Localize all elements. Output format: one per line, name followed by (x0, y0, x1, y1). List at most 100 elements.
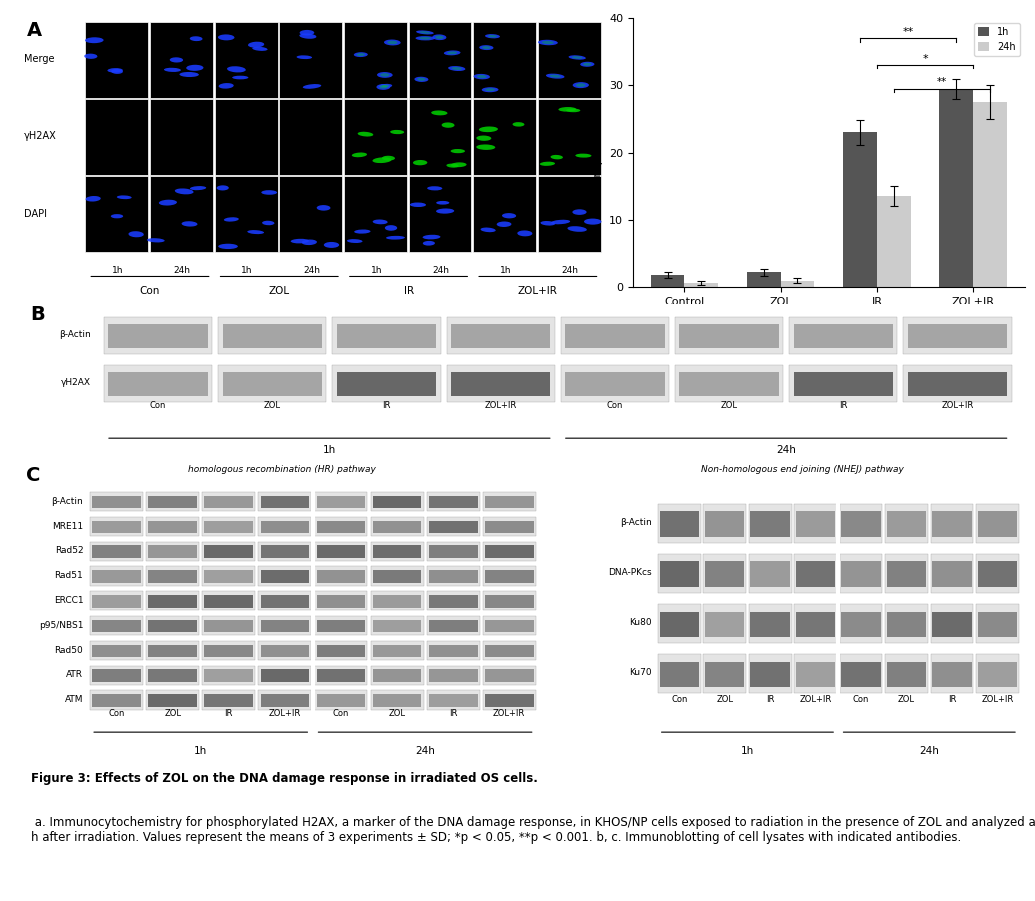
Bar (747, 272, 780, 287)
Text: Con: Con (150, 401, 167, 410)
Ellipse shape (387, 41, 397, 44)
Ellipse shape (354, 230, 371, 233)
FancyBboxPatch shape (473, 99, 536, 175)
FancyBboxPatch shape (371, 492, 423, 511)
FancyBboxPatch shape (473, 176, 536, 252)
FancyBboxPatch shape (482, 542, 536, 561)
FancyBboxPatch shape (218, 316, 326, 354)
FancyBboxPatch shape (373, 570, 421, 583)
FancyBboxPatch shape (428, 570, 477, 583)
Text: IR: IR (948, 695, 956, 704)
Text: homologous recombination (HR) pathway: homologous recombination (HR) pathway (187, 465, 376, 474)
Text: IR: IR (839, 401, 848, 410)
Text: ZOL: ZOL (716, 695, 733, 704)
Ellipse shape (444, 50, 461, 55)
Ellipse shape (581, 62, 594, 67)
FancyBboxPatch shape (933, 561, 972, 587)
FancyBboxPatch shape (839, 654, 883, 693)
FancyBboxPatch shape (705, 612, 744, 637)
FancyBboxPatch shape (447, 316, 555, 354)
Text: 24h: 24h (303, 266, 320, 275)
FancyBboxPatch shape (261, 521, 309, 533)
FancyBboxPatch shape (887, 561, 926, 587)
FancyBboxPatch shape (565, 324, 664, 349)
FancyBboxPatch shape (202, 492, 256, 511)
FancyBboxPatch shape (675, 365, 783, 402)
FancyBboxPatch shape (675, 316, 783, 354)
FancyBboxPatch shape (90, 517, 143, 536)
FancyBboxPatch shape (748, 604, 792, 642)
FancyBboxPatch shape (315, 591, 367, 611)
Ellipse shape (575, 153, 591, 158)
FancyBboxPatch shape (146, 690, 199, 710)
FancyBboxPatch shape (482, 616, 536, 635)
Text: ZOL+IR: ZOL+IR (493, 709, 526, 718)
Ellipse shape (417, 77, 425, 81)
Bar (973, 102, 1007, 287)
FancyBboxPatch shape (976, 504, 1018, 542)
FancyBboxPatch shape (841, 661, 881, 687)
FancyBboxPatch shape (146, 666, 199, 685)
FancyBboxPatch shape (428, 620, 477, 633)
FancyBboxPatch shape (150, 22, 213, 98)
FancyBboxPatch shape (658, 654, 701, 693)
FancyBboxPatch shape (259, 517, 312, 536)
FancyBboxPatch shape (204, 694, 254, 706)
FancyBboxPatch shape (409, 176, 472, 252)
Text: β-Actin: β-Actin (59, 331, 91, 340)
FancyBboxPatch shape (679, 324, 779, 349)
FancyBboxPatch shape (930, 504, 974, 542)
FancyBboxPatch shape (148, 496, 197, 508)
FancyBboxPatch shape (565, 372, 664, 396)
FancyBboxPatch shape (373, 521, 421, 533)
FancyBboxPatch shape (317, 595, 365, 607)
Ellipse shape (479, 45, 494, 50)
FancyBboxPatch shape (317, 669, 365, 682)
FancyBboxPatch shape (279, 176, 343, 252)
FancyBboxPatch shape (105, 365, 212, 402)
FancyBboxPatch shape (146, 542, 199, 561)
FancyBboxPatch shape (451, 372, 551, 396)
FancyBboxPatch shape (92, 669, 141, 682)
Text: γH2AX: γH2AX (61, 378, 91, 387)
Text: IR: IR (766, 695, 774, 704)
FancyBboxPatch shape (839, 553, 883, 593)
FancyBboxPatch shape (561, 316, 669, 354)
FancyBboxPatch shape (885, 654, 928, 693)
FancyBboxPatch shape (202, 591, 256, 611)
FancyBboxPatch shape (105, 316, 212, 354)
Text: ZOL+IR: ZOL+IR (799, 695, 832, 704)
Ellipse shape (427, 187, 442, 190)
FancyBboxPatch shape (371, 641, 423, 660)
Text: a. Immunocytochemistry for phosphorylated H2AX, a marker of the DNA damage respo: a. Immunocytochemistry for phosphorylate… (31, 816, 1035, 844)
FancyBboxPatch shape (447, 365, 555, 402)
FancyBboxPatch shape (841, 612, 881, 637)
FancyBboxPatch shape (976, 553, 1018, 593)
FancyBboxPatch shape (748, 654, 792, 693)
FancyBboxPatch shape (85, 22, 148, 98)
Text: IR: IR (404, 286, 414, 296)
Text: IR: IR (225, 709, 233, 718)
FancyBboxPatch shape (426, 492, 479, 511)
Ellipse shape (542, 41, 554, 44)
Ellipse shape (181, 222, 198, 226)
FancyBboxPatch shape (371, 542, 423, 561)
FancyBboxPatch shape (148, 570, 197, 583)
FancyBboxPatch shape (90, 591, 143, 611)
FancyBboxPatch shape (482, 567, 536, 586)
FancyBboxPatch shape (336, 324, 437, 349)
Ellipse shape (227, 67, 245, 72)
Ellipse shape (354, 52, 367, 57)
Text: Merge: Merge (24, 54, 54, 64)
Ellipse shape (291, 239, 309, 243)
FancyBboxPatch shape (223, 372, 322, 396)
Text: 24h: 24h (919, 746, 939, 757)
FancyBboxPatch shape (317, 545, 365, 558)
FancyBboxPatch shape (794, 324, 893, 349)
FancyBboxPatch shape (482, 666, 536, 685)
FancyBboxPatch shape (261, 644, 309, 657)
FancyBboxPatch shape (704, 654, 746, 693)
FancyBboxPatch shape (933, 661, 972, 687)
FancyBboxPatch shape (790, 316, 897, 354)
Ellipse shape (380, 73, 389, 77)
